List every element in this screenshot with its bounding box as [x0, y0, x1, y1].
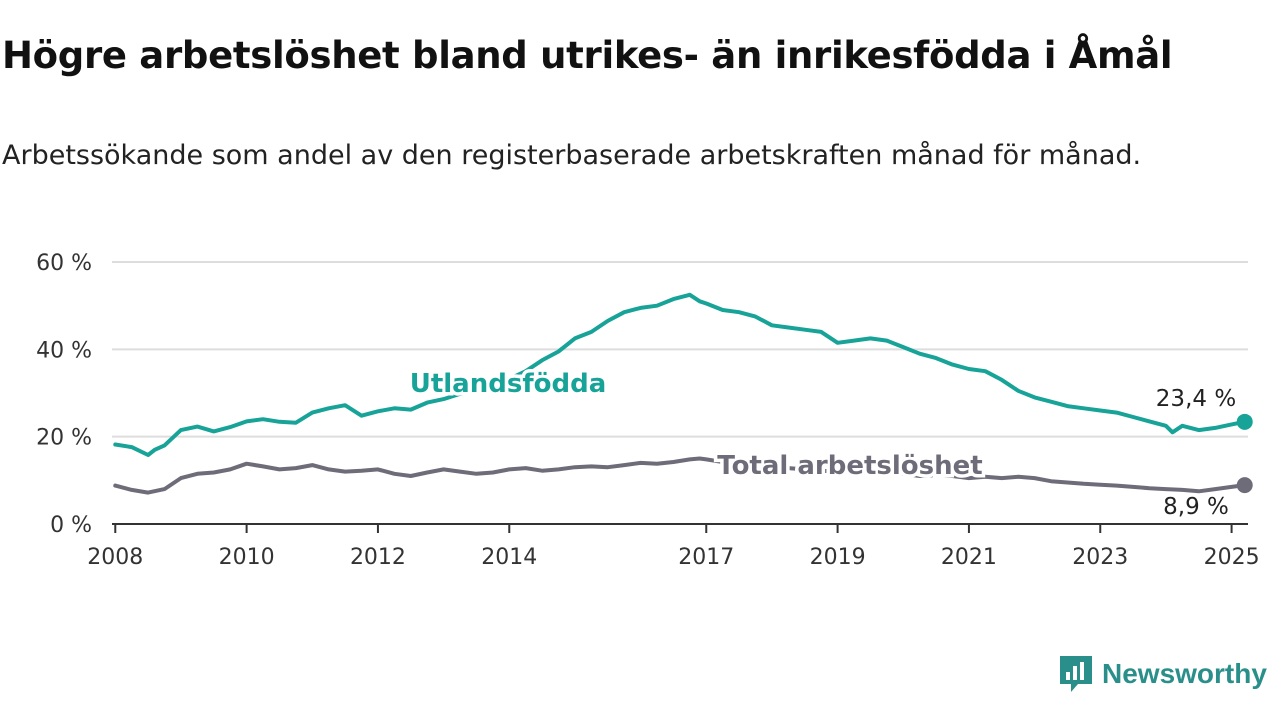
newsworthy-logo-icon — [1060, 656, 1092, 692]
newsworthy-logo-text: Newsworthy — [1102, 658, 1267, 689]
endpoint-marker — [1236, 413, 1253, 430]
y-tick-label: 0 % — [50, 513, 92, 538]
x-tick-label: 2008 — [87, 545, 143, 570]
x-tick-label: 2012 — [350, 545, 406, 570]
x-tick-label: 2010 — [219, 545, 275, 570]
newsworthy-logo: Newsworthy — [1058, 654, 1267, 694]
endpoint-marker — [1236, 477, 1253, 494]
series-label-utlandsfodda: Utlandsfödda — [410, 369, 607, 399]
x-tick-label: 2017 — [678, 545, 734, 570]
x-tick-label: 2021 — [941, 545, 997, 570]
x-tick-label: 2019 — [810, 545, 866, 570]
total-line — [113, 456, 1247, 495]
y-tick-label: 60 % — [36, 251, 92, 276]
end-value-label-utlandsfodda: 23,4 % — [1156, 386, 1236, 412]
line-chart: 0 % 20 % 40 % 60 % 2008 2010 2012 2014 2017 2019 2… — [36, 251, 1260, 570]
series-label-total: Total arbetslöshet — [717, 451, 982, 481]
utlandsfodda-line — [113, 292, 1247, 457]
x-tick-label: 2014 — [481, 545, 537, 570]
x-tick-label: 2025 — [1204, 545, 1260, 570]
end-value-label-total: 8,9 % — [1163, 494, 1229, 520]
y-tick-label: 40 % — [36, 338, 92, 363]
chart-title: Högre arbetslöshet bland utrikes- än inr… — [2, 34, 1173, 77]
y-tick-label: 20 % — [36, 426, 92, 451]
chart-subtitle: Arbetssökande som andel av den registerb… — [2, 140, 1142, 171]
x-tick-label: 2023 — [1072, 545, 1128, 570]
